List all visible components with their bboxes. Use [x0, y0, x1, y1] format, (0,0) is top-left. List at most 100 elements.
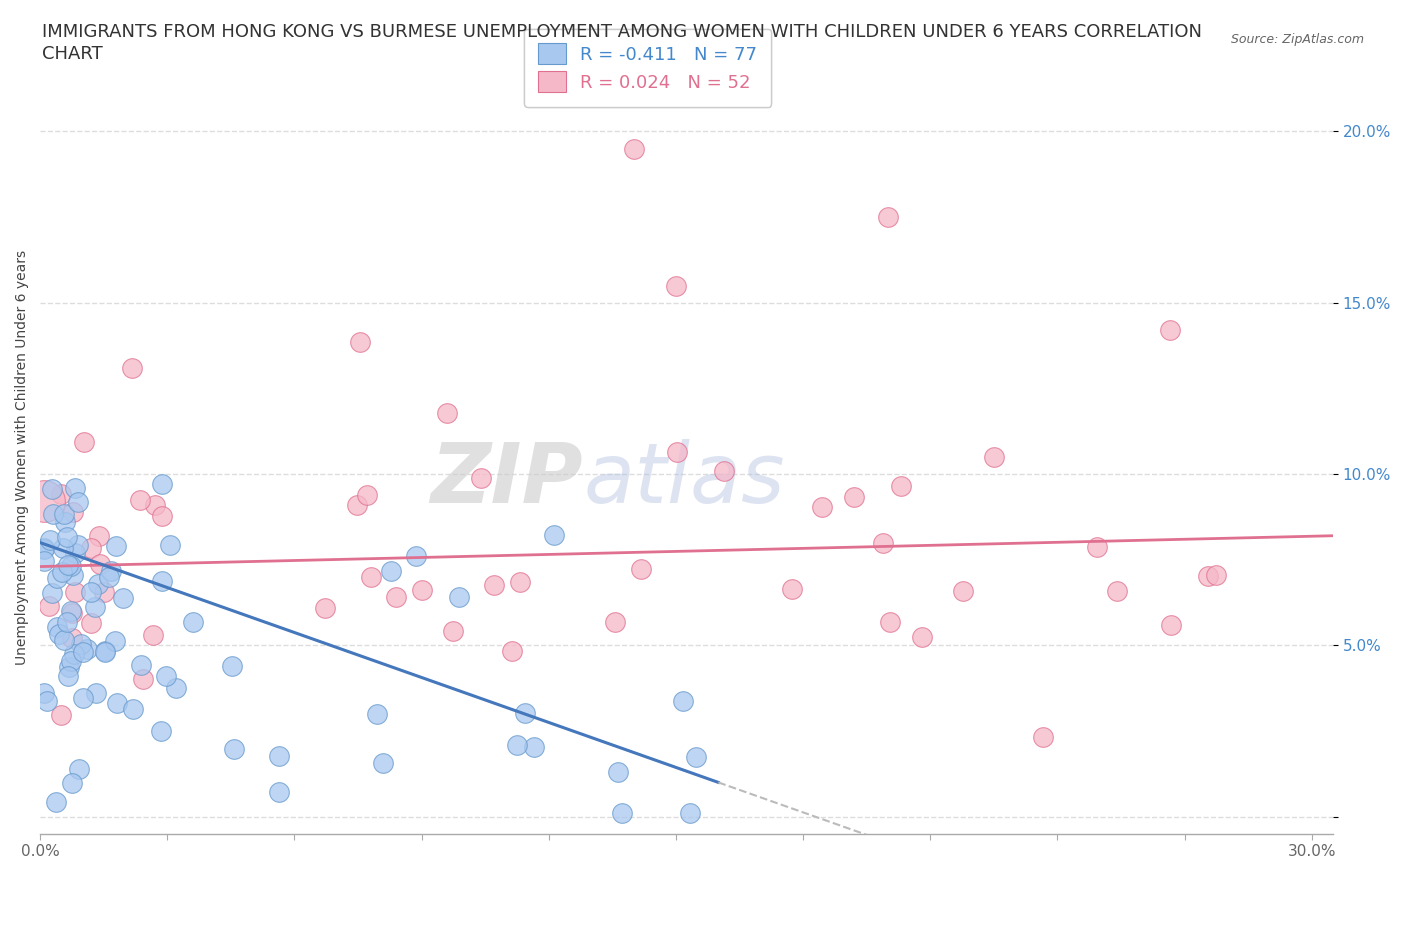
Point — [56, 558, 79, 573]
Point — [93, 584, 115, 599]
Point — [34, 542, 56, 557]
Point — [371, 756, 394, 771]
Point — [105, 538, 128, 553]
Point — [1032, 730, 1054, 745]
Point — [606, 764, 628, 779]
Point — [56, 529, 79, 544]
Point — [62, 505, 84, 520]
Point — [543, 527, 565, 542]
Point — [60, 605, 83, 620]
Point — [51, 486, 73, 501]
Point — [52, 632, 75, 647]
Point — [105, 696, 128, 711]
Point — [665, 278, 688, 293]
Point — [34, 553, 56, 568]
Point — [103, 634, 125, 649]
Point — [52, 540, 75, 555]
Point — [52, 506, 75, 521]
Point — [436, 405, 458, 420]
Text: IMMIGRANTS FROM HONG KONG VS BURMESE UNEMPLOYMENT AMONG WOMEN WITH CHILDREN UNDE: IMMIGRANTS FROM HONG KONG VS BURMESE UNE… — [42, 23, 1202, 41]
Point — [159, 538, 181, 552]
Point — [1105, 583, 1128, 598]
Point — [80, 541, 103, 556]
Point — [41, 585, 63, 600]
Point — [87, 577, 110, 591]
Point — [1160, 618, 1182, 632]
Point — [89, 557, 111, 572]
Point — [501, 644, 523, 658]
Point — [63, 646, 86, 661]
Point — [48, 627, 70, 642]
Point — [72, 645, 94, 660]
Point — [59, 559, 82, 574]
Point — [603, 615, 626, 630]
Point — [449, 590, 471, 604]
Point — [1205, 567, 1227, 582]
Point — [405, 549, 427, 564]
Point — [665, 445, 688, 459]
Point — [224, 741, 246, 756]
Point — [121, 701, 143, 716]
Point — [45, 794, 67, 809]
Point — [181, 615, 204, 630]
Point — [811, 499, 834, 514]
Point — [58, 669, 80, 684]
Y-axis label: Unemployment Among Women with Children Under 6 years: Unemployment Among Women with Children U… — [15, 249, 30, 665]
Text: ZIP: ZIP — [430, 439, 583, 520]
Point — [314, 601, 336, 616]
Point — [34, 540, 56, 555]
Point — [37, 693, 59, 708]
Point — [482, 578, 505, 592]
Point — [911, 630, 934, 644]
Point — [221, 658, 243, 673]
Point — [60, 631, 83, 645]
Point — [38, 599, 60, 614]
Point — [46, 619, 69, 634]
Point — [150, 574, 173, 589]
Point — [87, 529, 110, 544]
Point — [100, 564, 122, 578]
Point — [685, 750, 707, 764]
Text: CHART: CHART — [42, 45, 103, 62]
Point — [58, 659, 80, 674]
Legend: R = -0.411   N = 77, R = 0.024   N = 52: R = -0.411 N = 77, R = 0.024 N = 52 — [524, 29, 772, 107]
Point — [51, 565, 73, 579]
Point — [672, 694, 695, 709]
Point — [34, 494, 56, 509]
Point — [346, 498, 368, 513]
Point — [69, 636, 91, 651]
Point — [360, 569, 382, 584]
Point — [76, 641, 98, 656]
Point — [45, 570, 67, 585]
Point — [65, 546, 87, 561]
Point — [513, 706, 536, 721]
Point — [679, 805, 702, 820]
Point — [60, 654, 83, 669]
Text: atlas: atlas — [583, 439, 785, 520]
Point — [60, 776, 83, 790]
Point — [94, 644, 117, 658]
Point — [62, 567, 84, 582]
Point — [844, 489, 866, 504]
Point — [59, 604, 82, 618]
Point — [80, 615, 103, 630]
Point — [69, 761, 91, 776]
Point — [983, 449, 1005, 464]
Point — [522, 739, 544, 754]
Point — [1085, 539, 1108, 554]
Point — [129, 658, 152, 672]
Point — [39, 532, 62, 547]
Point — [56, 614, 79, 629]
Point — [267, 749, 290, 764]
Point — [879, 614, 901, 629]
Point — [780, 581, 803, 596]
Point — [66, 538, 89, 552]
Point — [165, 681, 187, 696]
Point — [623, 141, 645, 156]
Point — [129, 492, 152, 507]
Point — [349, 335, 371, 350]
Point — [470, 471, 492, 485]
Point — [63, 584, 86, 599]
Point — [1159, 323, 1181, 338]
Point — [121, 360, 143, 375]
